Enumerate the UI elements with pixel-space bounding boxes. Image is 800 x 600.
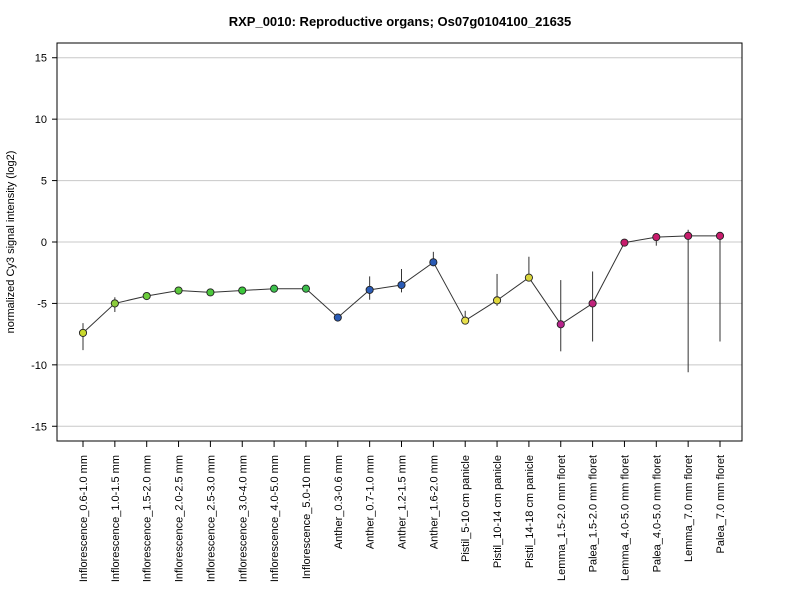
data-point — [301, 284, 311, 293]
x-tick-label: Inflorescence_3.0-4.0 mm — [237, 455, 249, 582]
data-point — [397, 280, 406, 290]
y-tick-label: -10 — [31, 360, 47, 372]
data-point — [365, 285, 374, 294]
x-tick-label: Pistil_5-10 cm panicle — [460, 455, 472, 562]
x-tick-label: Anther_0.7-1.0 mm — [365, 455, 377, 549]
y-tick-label: 5 — [41, 176, 47, 188]
data-point — [333, 313, 342, 322]
data-point — [556, 320, 565, 329]
data-point — [588, 299, 597, 308]
x-tick-label: Inflorescence_4.0-5.0 mm — [269, 455, 281, 582]
data-point — [429, 258, 438, 267]
data-point — [206, 288, 215, 297]
y-tick-label: 0 — [41, 237, 47, 249]
data-point — [461, 316, 470, 325]
x-tick-label: Pistil_14-18 cm panicle — [524, 455, 536, 568]
x-tick-label: Anther_0.3-0.6 mm — [333, 455, 345, 549]
x-tick-label: Palea_7.0 mm floret — [715, 455, 727, 553]
error-bars — [82, 229, 721, 373]
x-tick-label: Palea_4.0-5.0 mm floret — [651, 455, 663, 572]
x-tick-label: Inflorescence_5.0-10 mm — [301, 455, 313, 579]
data-points — [78, 231, 725, 337]
y-axis: -15 -10 -5 0 5 10 15 — [31, 53, 57, 433]
x-tick-label: Inflorescence_2.5-3.0 mm — [205, 455, 217, 582]
data-point — [238, 286, 247, 295]
x-tick-label: Inflorescence_1.0-1.5 mm — [110, 455, 122, 582]
y-tick-label: 10 — [35, 114, 47, 126]
y-tick-label: 15 — [35, 53, 47, 65]
y-tick-label: -15 — [31, 421, 47, 433]
x-tick-label: Anther_1.6-2.0 mm — [428, 455, 440, 549]
y-axis-label: normalized Cy3 signal intensity (log2) — [5, 151, 17, 334]
data-point — [684, 231, 693, 240]
x-tick-label: Inflorescence_0.6-1.0 mm — [78, 455, 90, 582]
x-tick-label: Lemma_4.0-5.0 mm floret — [619, 455, 631, 581]
gridlines — [57, 57, 742, 427]
x-tick-label: Anther_1.2-1.5 mm — [397, 455, 409, 549]
data-point — [110, 299, 119, 308]
data-point — [142, 291, 151, 301]
x-tick-label: Lemma_7.0 mm floret — [683, 455, 695, 562]
x-tick-label: Inflorescence_2.0-2.5 mm — [174, 455, 186, 582]
data-point — [492, 296, 502, 305]
data-point — [270, 284, 279, 293]
x-axis: Inflorescence_0.6-1.0 mm Inflorescence_1.… — [78, 441, 727, 582]
data-point — [652, 233, 661, 242]
data-point — [524, 273, 533, 282]
x-tick-label: Inflorescence_1.5-2.0 mm — [142, 455, 154, 582]
y-tick-label: -5 — [37, 298, 47, 310]
data-point — [78, 328, 88, 337]
x-tick-label: Lemma_1.5-2.0 mm floret — [556, 455, 568, 581]
x-tick-label: Palea_1.5-2.0 mm floret — [588, 455, 600, 572]
data-point — [715, 231, 725, 240]
chart-title: RXP_0010: Reproductive organs; Os07g0104… — [229, 14, 572, 29]
data-point — [620, 238, 629, 247]
data-point — [174, 286, 183, 295]
x-tick-label: Pistil_10-14 cm panicle — [492, 455, 504, 568]
